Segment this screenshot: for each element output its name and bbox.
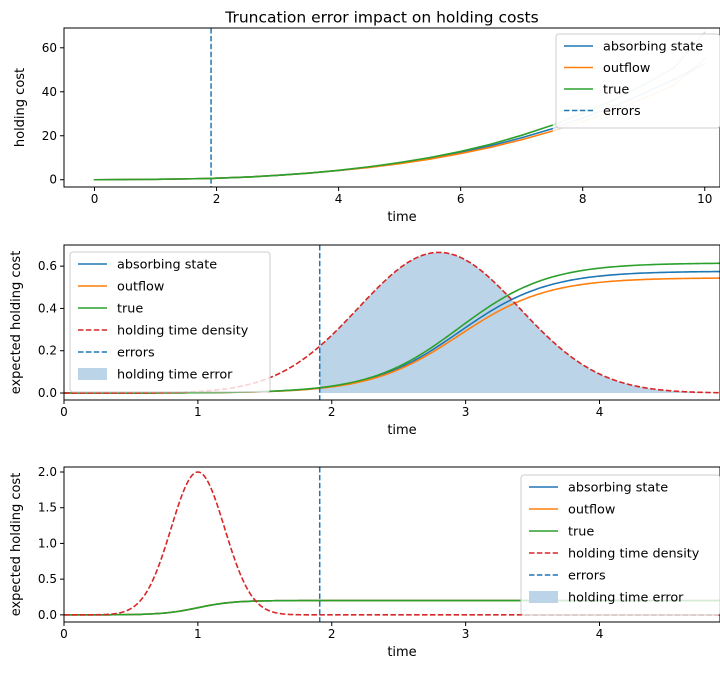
y-tick-label: 1.5 xyxy=(38,501,57,515)
x-tick-label: 2 xyxy=(328,627,336,641)
y-tick-label: 20 xyxy=(42,129,57,143)
x-tick-label: 1 xyxy=(194,405,202,419)
legend-label: true xyxy=(603,83,629,98)
y-tick-label: 0.0 xyxy=(38,608,57,622)
y-tick-label: 0.5 xyxy=(38,572,57,586)
legend-label: absorbing state xyxy=(117,258,217,273)
legend-label: holding time density xyxy=(117,324,249,339)
y-tick-label: 2.0 xyxy=(38,465,57,479)
y-axis-label: expected holding cost xyxy=(9,251,24,395)
legend: absorbing state outflow true holding time d… xyxy=(70,252,270,392)
x-tick-label: 0 xyxy=(91,192,99,206)
legend-label: absorbing state xyxy=(603,40,703,55)
legend-label: absorbing state xyxy=(568,481,668,496)
y-tick-label: 0.0 xyxy=(38,386,57,400)
legend-swatch xyxy=(529,591,558,603)
legend: absorbing state outflow true errors xyxy=(556,34,720,128)
holding-time-error-area xyxy=(320,252,720,393)
line-segment xyxy=(217,177,248,178)
x-tick-label: 4 xyxy=(596,405,604,419)
legend-label: true xyxy=(117,302,143,317)
x-tick-label: 1 xyxy=(194,627,202,641)
subplot-2: 0 1 2 3 4 0.0 0.2 0.4 0.6 time expected holding co… xyxy=(9,245,720,438)
legend-label: holding time error xyxy=(568,591,684,606)
x-tick-label: 4 xyxy=(596,627,604,641)
y-tick-label: 0.2 xyxy=(38,344,57,358)
y-tick-label: 1.0 xyxy=(38,536,57,550)
legend-label: outflow xyxy=(117,280,164,295)
x-axis-label: time xyxy=(387,210,416,225)
x-tick-label: 6 xyxy=(457,192,465,206)
legend-label: outflow xyxy=(568,503,615,518)
legend-label: errors xyxy=(568,569,606,584)
y-axis-label: expected holding cost xyxy=(9,473,24,617)
legend-label: errors xyxy=(117,346,155,361)
x-axis-label: time xyxy=(387,423,416,438)
y-tick-label: 0.4 xyxy=(38,301,57,315)
legend-label: outflow xyxy=(603,61,650,76)
x-tick-label: 2 xyxy=(213,192,221,206)
subplot-1: 0 2 4 6 8 10 0 20 40 60 time holding cost absorbing … xyxy=(13,28,720,225)
x-tick-label: 4 xyxy=(335,192,343,206)
subplot-3: 0 1 2 3 4 0.0 0.5 1.0 1.5 2.0 time expected holding… xyxy=(9,465,720,660)
line-segment xyxy=(247,175,278,177)
line-segment xyxy=(461,146,492,153)
y-tick-label: 0.6 xyxy=(38,259,57,273)
legend: absorbing state outflow true holding time d… xyxy=(521,475,720,615)
line-segment xyxy=(278,173,309,175)
legend-label: true xyxy=(568,525,594,540)
legend-label: errors xyxy=(603,104,641,119)
y-tick-label: 0 xyxy=(49,173,57,187)
x-tick-label: 3 xyxy=(462,627,470,641)
x-tick-label: 3 xyxy=(462,405,470,419)
y-tick-label: 60 xyxy=(42,41,57,55)
x-tick-label: 10 xyxy=(697,192,712,206)
chart-title: Truncation error impact on holding costs xyxy=(224,9,538,27)
line-segment xyxy=(308,170,339,173)
legend-swatch xyxy=(78,368,107,380)
x-tick-label: 0 xyxy=(60,405,68,419)
legend-label: holding time error xyxy=(117,368,233,383)
y-axis-label: holding cost xyxy=(13,68,28,147)
x-tick-label: 8 xyxy=(579,192,587,206)
x-axis-label: time xyxy=(387,645,416,660)
x-tick-label: 2 xyxy=(328,405,336,419)
x-tick-label: 0 xyxy=(60,627,68,641)
legend-label: holding time density xyxy=(568,547,700,562)
y-tick-label: 40 xyxy=(42,85,57,99)
